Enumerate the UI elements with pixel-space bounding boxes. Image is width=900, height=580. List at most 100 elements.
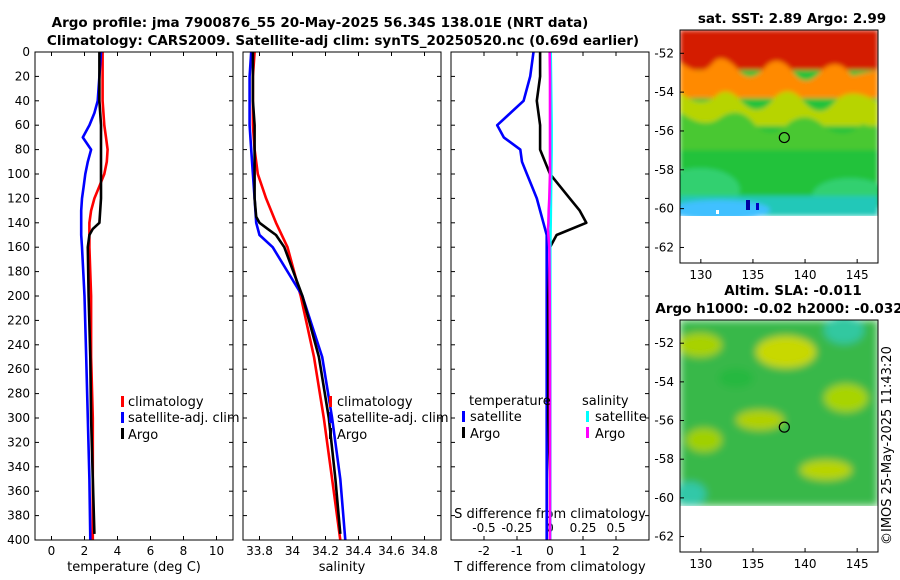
y-tick-label: 260 — [7, 362, 30, 376]
figure-title-line2: Climatology: CARS2009. Satellite-adj cli… — [47, 33, 639, 49]
sla-positive-patch — [680, 333, 722, 357]
legend-label-climatology: climatology — [128, 395, 204, 410]
series-line-argo — [251, 52, 342, 535]
y-tick-label: 100 — [7, 167, 30, 181]
sla-positive-patch — [736, 410, 784, 430]
sla-map-title-line2: Argo h1000: -0.02 h2000: -0.032 — [655, 301, 900, 317]
temperature-legend: climatology satellite-adj. clim Argo — [121, 395, 240, 443]
series-line-temperature-satellite — [495, 52, 549, 540]
y-tick-label: 80 — [15, 143, 30, 157]
x-tick-label: 34.2 — [312, 544, 339, 558]
map-y-tick-label: -56 — [654, 414, 674, 428]
sla-positive-patch — [756, 336, 816, 368]
series-line-satellite-adj-clim — [79, 52, 103, 540]
x-tick-label: 33.8 — [246, 544, 273, 558]
sst-green-band — [680, 112, 878, 150]
series-group — [248, 52, 347, 540]
y-tick-label: 140 — [7, 216, 30, 230]
x-tick-label: 2 — [612, 544, 620, 558]
sst-cold-speck — [746, 200, 750, 210]
y-tick-label: 160 — [7, 240, 30, 254]
x-tick-label: -2 — [478, 544, 490, 558]
map-y-tick-label: -62 — [654, 240, 674, 254]
sla-map-colour-field — [680, 320, 878, 506]
x-tick-label: 34.4 — [345, 544, 372, 558]
legend-label-sal-satellite: satellite — [595, 410, 647, 425]
legend-swatch-sal-argo — [586, 427, 589, 438]
map-x-tick-label: 135 — [741, 557, 764, 571]
legend-swatch-temp-argo — [462, 427, 465, 438]
top-x-tick-label: 0.5 — [606, 521, 625, 535]
sst-map-colour-field — [680, 30, 878, 216]
sst-missing-speck — [716, 210, 719, 214]
y-tick-label: 0 — [22, 45, 30, 59]
imos-timestamp-watermark: ©IMOS 25-May-2025 11:43:20 — [880, 346, 895, 545]
x-axis-label: temperature (deg C) — [67, 560, 201, 575]
figure-title-line1: Argo profile: jma 7900876_55 20-May-2025… — [52, 15, 589, 31]
sla-map-frame — [679, 319, 879, 553]
legend-label-temp-satellite: satellite — [470, 410, 522, 425]
series-group — [495, 52, 588, 540]
y-tick-label: 340 — [7, 460, 30, 474]
legend-label-argo: Argo — [337, 428, 367, 443]
y-tick-label: 240 — [7, 338, 30, 352]
sst-map-title: sat. SST: 2.89 Argo: 2.99 — [698, 11, 886, 27]
top-x-tick-label: -0.5 — [472, 521, 495, 535]
sla-map-panel: Altim. SLA: -0.011 Argo h1000: -0.02 h20… — [654, 283, 900, 571]
difference-legend: temperature salinity satellite Argo sate… — [462, 394, 647, 442]
x-tick-label: 0 — [48, 544, 56, 558]
series-line-temperature-argo — [535, 52, 588, 540]
series-group — [79, 52, 109, 540]
legend-swatch-satellite — [121, 412, 124, 423]
sst-map-frame — [679, 29, 879, 264]
series-line-satellite-adj-clim — [248, 52, 347, 540]
plot-frame — [34, 51, 234, 541]
sst-cold-speck — [756, 203, 759, 210]
y-tick-label: 200 — [7, 289, 30, 303]
map-y-tick-label: -52 — [654, 46, 674, 60]
map-y-tick-label: -54 — [654, 85, 674, 99]
sla-map-no-data-area — [680, 506, 878, 552]
legend-swatch-sal-satellite — [586, 411, 589, 422]
map-y-tick-label: -56 — [654, 124, 674, 138]
y-tick-label: 60 — [15, 118, 30, 132]
y-tick-label: 400 — [7, 533, 30, 547]
y-tick-label: 300 — [7, 411, 30, 425]
legend-label-argo: Argo — [128, 428, 158, 443]
x-tick-label: 6 — [147, 544, 155, 558]
map-y-tick-label: -62 — [654, 530, 674, 544]
y-tick-label: 120 — [7, 191, 30, 205]
sla-negative-patch — [680, 482, 706, 506]
sst-map-no-data-area — [680, 216, 878, 263]
y-tick-label: 280 — [7, 387, 30, 401]
map-y-tick-label: -52 — [654, 336, 674, 350]
x-tick-label: 2 — [81, 544, 89, 558]
legend-swatch-climatology — [329, 396, 332, 407]
plot-frame — [242, 51, 442, 541]
legend-header-salinity: salinity — [582, 394, 629, 409]
plot-frame — [450, 51, 650, 541]
map-x-tick-label: 130 — [689, 268, 712, 282]
difference-panel: -2 -1 0 1 2-0.5 -0.25 0 0.25 0.5S difference fro… — [450, 51, 650, 575]
legend-header-temperature: temperature — [469, 394, 551, 409]
y-tick-label: 220 — [7, 313, 30, 327]
x-tick-label: 34.8 — [411, 544, 438, 558]
sla-map-title-line1: Altim. SLA: -0.011 — [724, 283, 861, 299]
salinity-panel: 33.8 34 34.2 34.4 34.6 34.8 salinity — [242, 51, 442, 575]
top-x-tick-label: -0.25 — [501, 521, 532, 535]
legend-label-temp-argo: Argo — [470, 427, 500, 442]
sla-positive-patch — [686, 428, 722, 452]
series-line-climatology — [251, 52, 342, 540]
map-y-tick-label: -60 — [654, 202, 674, 216]
legend-swatch-climatology — [121, 396, 124, 407]
sla-argo-location-marker — [778, 421, 790, 433]
sla-negative-patch — [824, 320, 864, 344]
map-y-tick-label: -58 — [654, 163, 674, 177]
map-x-tick-label: 145 — [846, 268, 869, 282]
map-x-tick-label: 135 — [741, 268, 764, 282]
x-tick-label: 0 — [546, 544, 554, 558]
legend-swatch-argo — [329, 428, 332, 439]
sla-positive-patch — [824, 384, 868, 412]
sla-positive-patch — [800, 460, 852, 480]
